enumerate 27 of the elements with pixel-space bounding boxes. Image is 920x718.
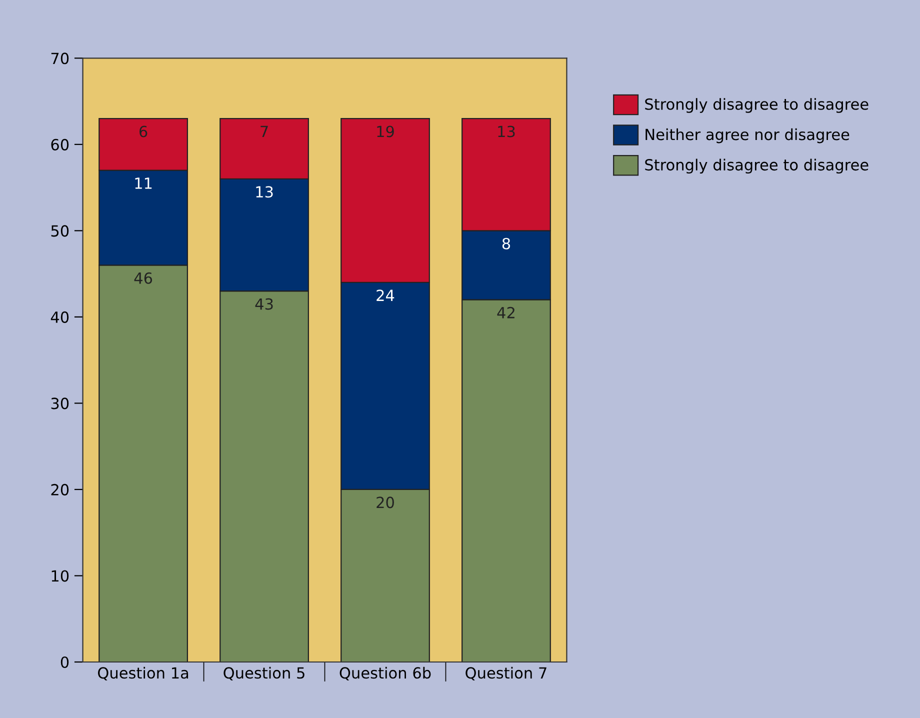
data-label: 8: [502, 238, 510, 250]
y-tick-label: 0: [60, 656, 69, 668]
data-label: 43: [255, 298, 273, 310]
data-label: 11: [135, 178, 152, 189]
x-tick-label: Question 5: [224, 666, 304, 680]
data-label: 13: [256, 186, 273, 198]
legend-label: Strongly disagree to disagree: [645, 98, 868, 113]
y-tick-label: 60: [51, 138, 69, 150]
data-label: 42: [497, 306, 514, 318]
y-tick-label: 40: [50, 311, 69, 323]
x-tick-label: Question 6b: [340, 666, 431, 680]
y-tick-label: 20: [51, 484, 69, 496]
y-tick-label: 30: [51, 398, 69, 410]
legend-label: Strongly disagree to disagree: [645, 158, 868, 174]
data-label: 20: [376, 496, 394, 508]
data-label: 13: [498, 126, 515, 138]
x-tick-label: Question 1a: [98, 666, 188, 680]
y-tick-label: 70: [51, 52, 69, 64]
data-label: 7: [260, 126, 268, 138]
legend-label: Neither agree nor disagree: [646, 128, 850, 144]
y-tick-label: 50: [51, 225, 69, 237]
y-tick-label: 10: [52, 570, 69, 582]
x-tick-label: Question 7: [466, 666, 546, 680]
data-label: 19: [377, 126, 394, 138]
data-label: 46: [134, 272, 152, 284]
data-label: 6: [139, 126, 148, 138]
data-label: 24: [376, 290, 394, 301]
